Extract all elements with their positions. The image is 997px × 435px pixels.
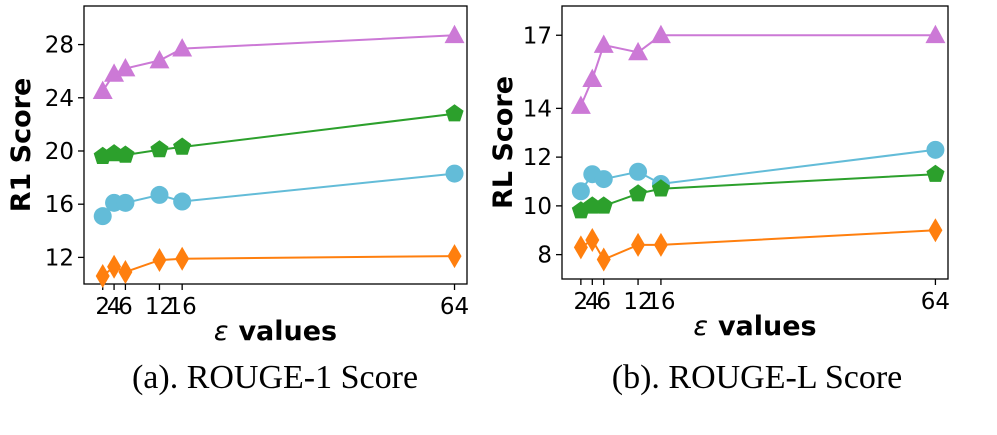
diamond-marker	[447, 244, 462, 269]
x-tick-label: 64	[440, 294, 469, 320]
y-tick-label: 8	[537, 243, 552, 269]
pentagon-marker	[926, 164, 945, 182]
x-tick-label: 16	[646, 289, 675, 315]
x-tick-label: 4	[107, 294, 122, 320]
triangle-marker	[650, 24, 671, 44]
series-purple-triangle	[92, 24, 465, 100]
y-tick-label: 12	[523, 145, 552, 171]
y-tick-label: 24	[45, 86, 74, 112]
x-axis-label-text: values	[718, 311, 817, 342]
triangle-marker	[593, 34, 614, 53]
circle-marker	[571, 182, 590, 201]
x-axis-label-text: values	[238, 316, 337, 347]
triangle-marker	[92, 80, 113, 100]
y-tick-label: 12	[45, 245, 74, 271]
x-tick-label: 64	[921, 289, 950, 315]
x-tick-label: 2	[95, 294, 110, 320]
x-tick-label: 12	[145, 294, 174, 320]
series-purple-triangle	[570, 24, 946, 114]
pentagon-marker	[173, 137, 192, 155]
triangle-marker	[925, 24, 946, 44]
plot-frame	[561, 5, 949, 280]
plot-frame	[83, 5, 468, 285]
circle-marker	[150, 185, 169, 204]
x-tick-label: 6	[118, 294, 133, 320]
y-tick-label: 10	[523, 194, 552, 220]
y-tick-label: 17	[523, 23, 552, 49]
y-axis-label: R1 Score	[6, 78, 37, 213]
pentagon-marker	[629, 184, 648, 202]
pentagon-marker	[651, 179, 670, 197]
diamond-marker	[175, 246, 190, 271]
circle-marker	[926, 140, 945, 159]
series-blue-circle	[571, 140, 945, 201]
pentagon-marker	[116, 145, 135, 163]
triangle-marker	[172, 38, 193, 57]
triangle-marker	[149, 50, 170, 69]
x-tick-label: 16	[168, 294, 197, 320]
diamond-marker	[585, 228, 600, 252]
panel-caption: (b). ROUGE-L Score	[612, 359, 903, 396]
diamond-marker	[631, 232, 646, 257]
x-tick-label: 6	[596, 289, 611, 315]
y-axis-label: RL Score	[488, 76, 519, 209]
x-tick-label: 4	[585, 289, 600, 315]
circle-marker	[116, 193, 135, 212]
triangle-marker	[570, 95, 591, 114]
x-axis-label-symbol: ε	[693, 311, 708, 342]
diamond-marker	[596, 247, 611, 272]
pentagon-marker	[150, 140, 169, 158]
x-axis-label: ε values	[214, 316, 337, 347]
series-orange-diamond	[573, 218, 943, 272]
circle-marker	[173, 192, 192, 211]
diamond-marker	[653, 232, 668, 257]
panel-caption: (a). ROUGE-1 Score	[132, 359, 418, 396]
x-axis-label: ε values	[693, 311, 816, 342]
triangle-marker	[115, 58, 136, 77]
series-blue-circle	[93, 164, 464, 226]
series-green-pentagon	[571, 164, 945, 219]
series-green-pentagon	[93, 104, 464, 164]
diamond-marker	[928, 218, 943, 243]
triangle-marker	[444, 24, 465, 44]
y-tick-label: 20	[45, 139, 74, 165]
circle-marker	[594, 170, 613, 189]
x-tick-label: 12	[623, 289, 652, 315]
circle-marker	[629, 162, 648, 181]
diamond-marker	[152, 248, 167, 273]
triangle-marker	[582, 68, 603, 87]
y-tick-label: 14	[523, 96, 552, 122]
x-tick-label: 2	[574, 289, 589, 315]
circle-marker	[445, 164, 464, 183]
triangle-marker	[628, 41, 649, 61]
pentagon-marker	[445, 104, 464, 122]
diamond-marker	[118, 260, 133, 285]
diamond-marker	[95, 264, 110, 289]
diamond-marker	[573, 235, 588, 260]
x-axis-label-symbol: ε	[214, 316, 229, 347]
y-tick-label: 16	[45, 192, 74, 218]
circle-marker	[93, 207, 112, 226]
series-orange-diamond	[95, 244, 462, 289]
pentagon-marker	[594, 196, 613, 214]
diamond-marker	[107, 254, 122, 279]
y-tick-label: 28	[45, 33, 74, 59]
series-line	[579, 34, 936, 107]
triangle-marker	[104, 63, 125, 82]
